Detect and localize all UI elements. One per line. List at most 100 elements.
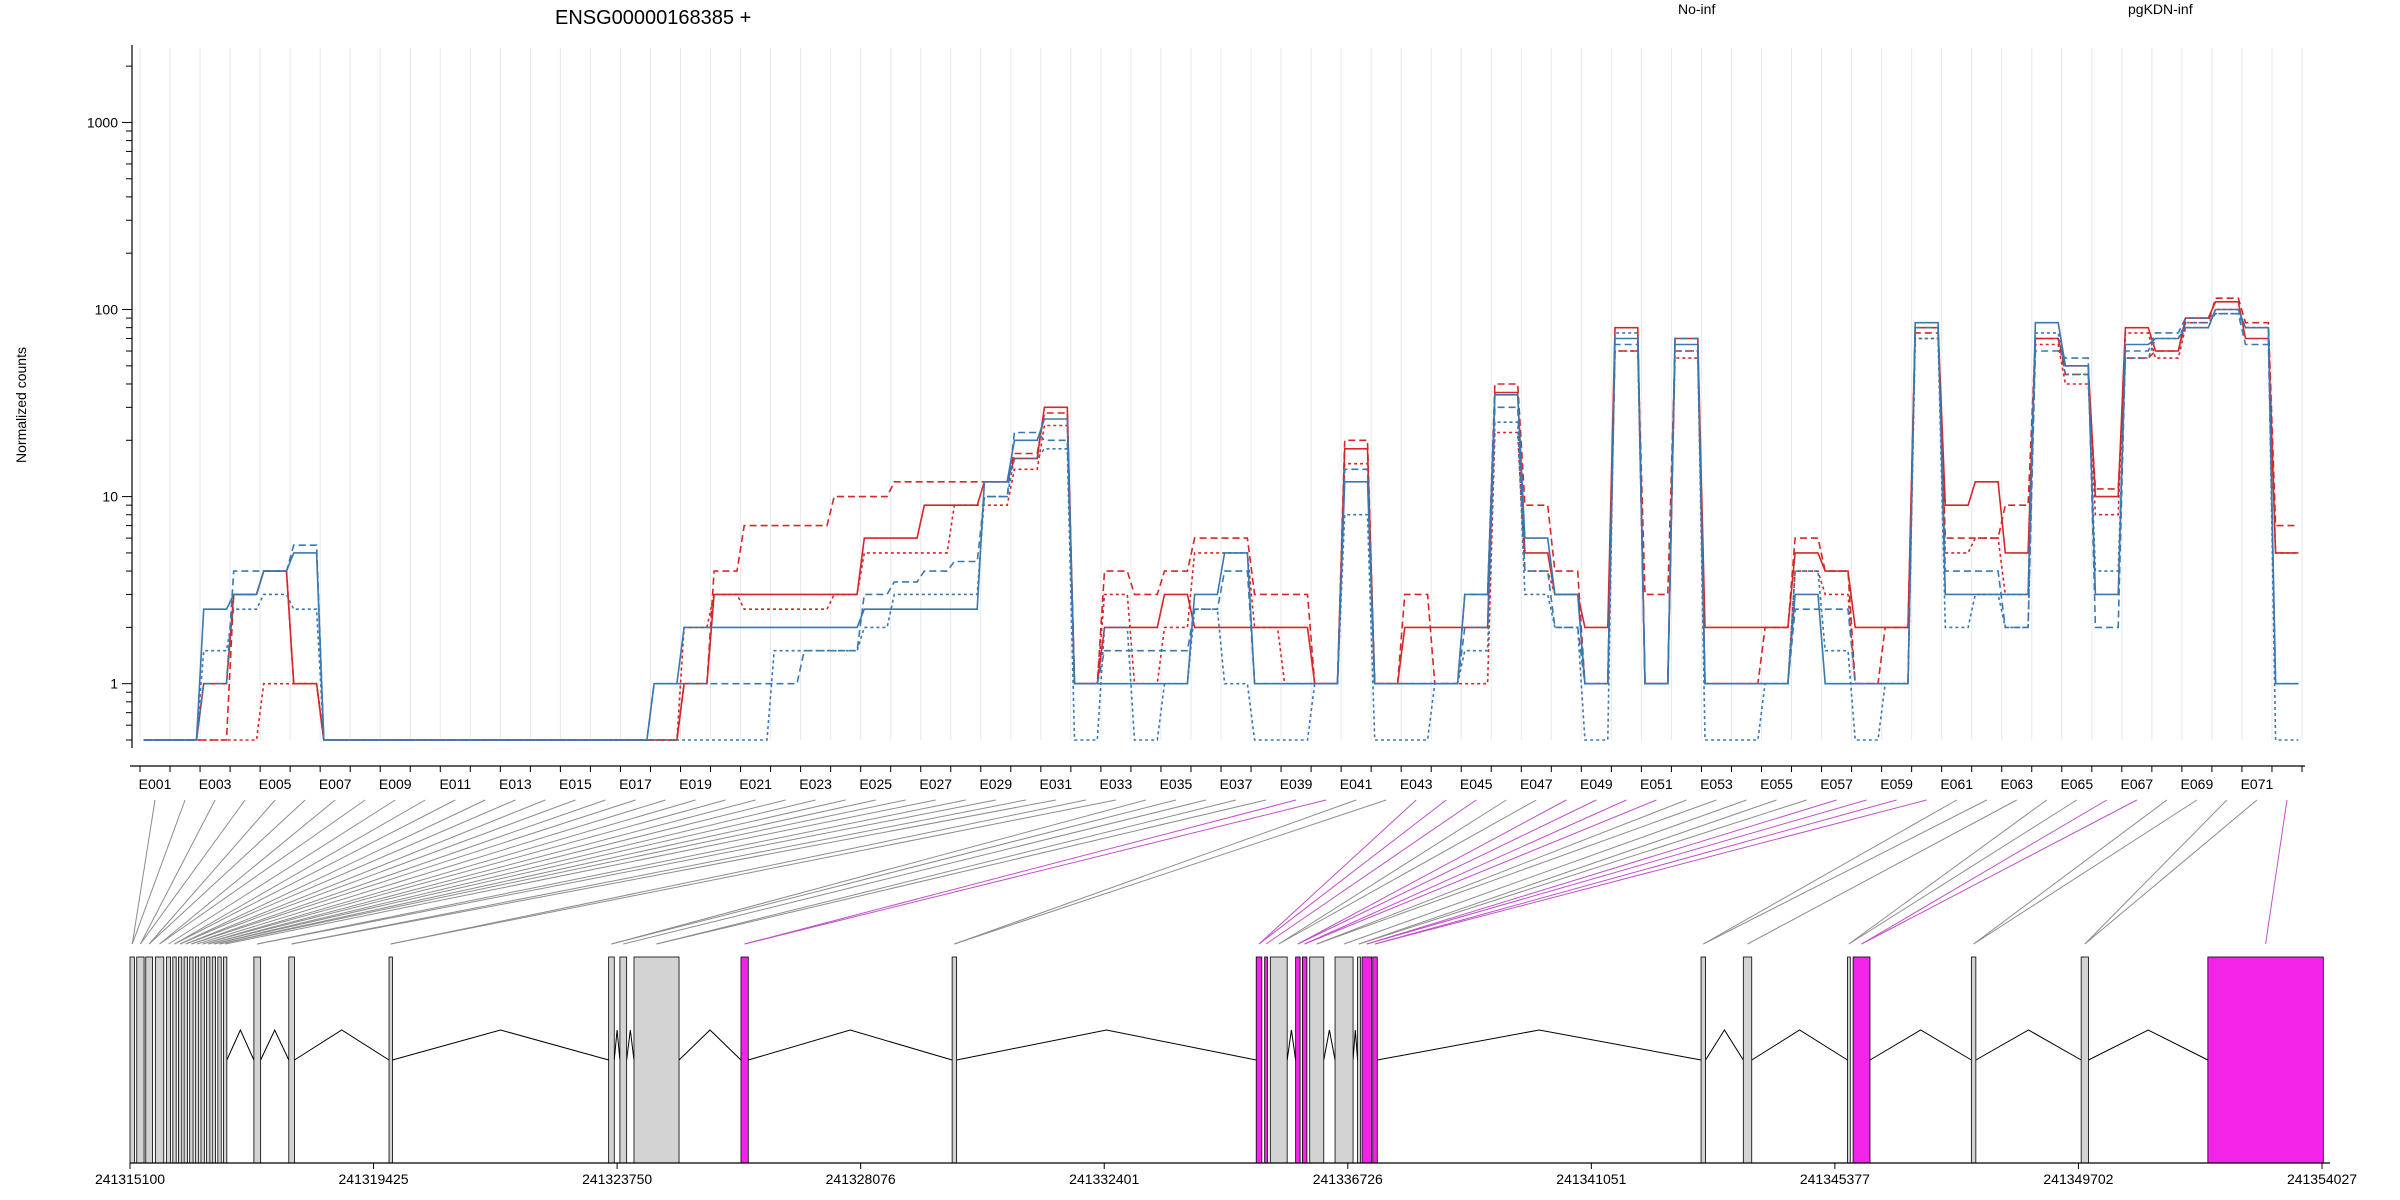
connector-line (1358, 799, 1807, 945)
gene-model (129, 956, 2324, 1164)
exon (217, 956, 222, 1164)
series-layer (143, 297, 2299, 741)
intron-line (678, 1029, 742, 1061)
y-tick-label: 10 (102, 489, 118, 505)
intron-line (294, 1029, 390, 1061)
exon-tick-label: E023 (799, 776, 832, 792)
genomic-tick-label: 241349702 (2043, 1171, 2113, 1187)
exon-tick-label: E017 (619, 776, 652, 792)
connector-line (1374, 799, 1897, 945)
exon-tick-label: E013 (499, 776, 532, 792)
genomic-tick-label: 241323750 (582, 1171, 652, 1187)
exon-tick-label: E035 (1160, 776, 1193, 792)
x-axis-exons: E001 E003 E005 E007 E009 E011 E013 E015 E017 E019… (130, 765, 2305, 792)
connector-line (1297, 799, 1567, 945)
exon (253, 956, 262, 1164)
exon-tick-label: E039 (1280, 776, 1313, 792)
connector-line (213, 799, 846, 945)
exon-connector-lines (131, 799, 2288, 945)
exon (183, 956, 188, 1164)
exon-tick-label: E051 (1640, 776, 1673, 792)
connector-line (179, 799, 486, 945)
exon (1309, 956, 1325, 1164)
connector-line (202, 799, 696, 945)
exon-tick-label: E033 (1100, 776, 1133, 792)
genomic-tick-label: 241354027 (2287, 1171, 2357, 1187)
connector-line (131, 799, 186, 945)
exon-tick-label: E027 (919, 776, 952, 792)
connector-line (2084, 799, 2258, 945)
connector-line (191, 799, 636, 945)
genomic-tick-label: 241341051 (1556, 1171, 1626, 1187)
exon-tick-label: E071 (2241, 776, 2274, 792)
exon-highlighted (740, 956, 749, 1164)
exon-tick-label: E047 (1520, 776, 1553, 792)
exon-highlighted (1295, 956, 1301, 1164)
intron-line (392, 1029, 609, 1061)
genomic-tick-label: 241315100 (95, 1171, 165, 1187)
exon (388, 956, 393, 1164)
connector-line (1297, 799, 1597, 945)
exon-tick-label: E063 (2000, 776, 2033, 792)
connector-line (159, 799, 336, 945)
connector-line (168, 799, 396, 945)
exon-highlighted (1372, 956, 1378, 1164)
y-axis-label: Normalized counts (13, 347, 29, 463)
y-tick-label: 1 (110, 676, 118, 692)
connector-line (954, 799, 1357, 945)
exon-tick-label: E031 (1039, 776, 1072, 792)
exon-tick-label: E059 (1880, 776, 1913, 792)
connector-line (1848, 799, 2078, 945)
exon (1742, 956, 1753, 1164)
exon (172, 956, 177, 1164)
exon-tick-label: E019 (679, 776, 712, 792)
exon-tick-label: E011 (439, 776, 471, 792)
connector-line (179, 799, 516, 945)
connector-line (159, 799, 366, 945)
connector-line (148, 799, 276, 945)
connector-line (1747, 799, 2017, 945)
exon (1357, 956, 1361, 1164)
exon-tick-label: E041 (1340, 776, 1373, 792)
intron-line (748, 1029, 953, 1061)
exon-highlighted (1852, 956, 1871, 1164)
connector-line (1316, 799, 1687, 945)
connector-line (1703, 799, 1957, 945)
intron-line (1323, 1029, 1336, 1061)
intron-line (613, 1029, 621, 1061)
intron-line (1377, 1029, 1702, 1061)
genomic-tick-label: 241319425 (339, 1171, 409, 1187)
connector-line (1304, 799, 1627, 945)
connector-line (1366, 799, 1837, 945)
connector-line (1304, 799, 1657, 945)
intron-line (1705, 1029, 1744, 1061)
connector-line (1358, 799, 1777, 945)
exon-tick-label: E021 (739, 776, 772, 792)
exon-highlighted (1301, 956, 1308, 1164)
exon (145, 956, 153, 1164)
connector-line (1278, 799, 1537, 945)
exon (166, 956, 171, 1164)
exon (1847, 956, 1851, 1164)
connector-line (174, 799, 426, 945)
connector-line (174, 799, 456, 945)
genomic-tick-label: 241332401 (1069, 1171, 1139, 1187)
exon-highlighted (1361, 956, 1373, 1164)
intron-line (1286, 1029, 1297, 1061)
exon-tick-label: E053 (1700, 776, 1733, 792)
exon (951, 956, 958, 1164)
connector-line (291, 799, 1026, 945)
exon-highlighted (1264, 956, 1268, 1164)
exon-tick-label: E005 (259, 776, 292, 792)
exon-tick-label: E029 (979, 776, 1012, 792)
exon (129, 956, 135, 1164)
connector-line (744, 799, 1327, 945)
exon (194, 956, 200, 1164)
connector-line (1861, 799, 2108, 945)
intron-line (1975, 1029, 2082, 1061)
connector-line (1316, 799, 1717, 945)
exon-tick-label: E025 (859, 776, 892, 792)
connector-line (213, 799, 816, 945)
connector-line (390, 799, 1117, 945)
